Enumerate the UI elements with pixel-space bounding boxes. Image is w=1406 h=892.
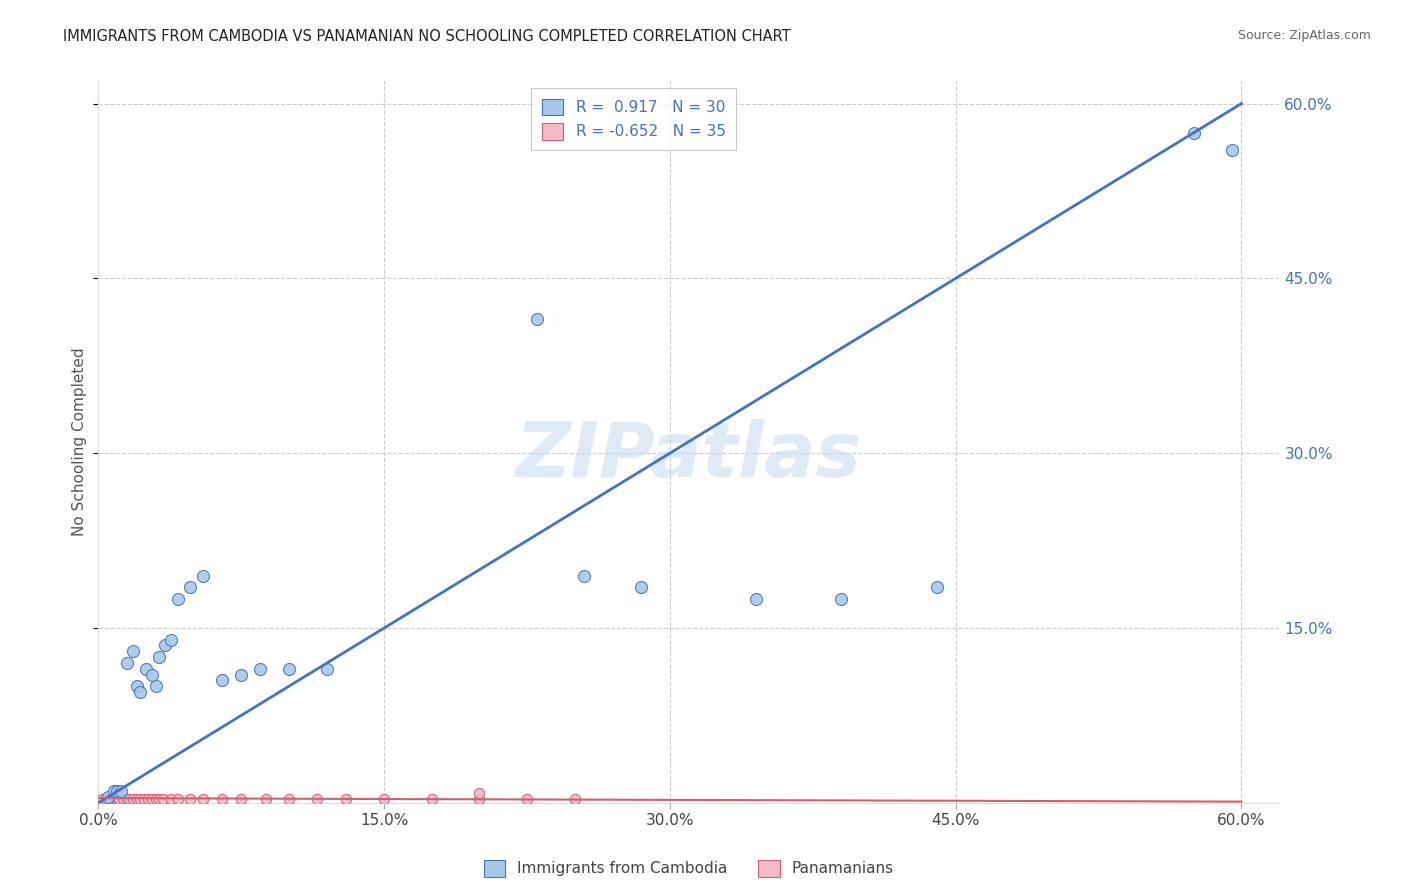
Point: [373, 792, 395, 806]
Point: [107, 792, 129, 806]
Point: [118, 792, 141, 806]
Point: [231, 667, 253, 681]
Point: [1182, 126, 1205, 140]
Point: [94, 792, 117, 806]
Text: Source: ZipAtlas.com: Source: ZipAtlas.com: [1237, 29, 1371, 42]
Point: [103, 791, 125, 805]
Point: [249, 662, 271, 676]
Point: [830, 591, 852, 606]
Point: [125, 679, 148, 693]
Point: [129, 685, 152, 699]
Point: [108, 792, 131, 806]
Point: [136, 792, 159, 806]
Point: [115, 792, 138, 806]
Point: [277, 662, 299, 676]
Point: [159, 792, 181, 806]
Text: IMMIGRANTS FROM CAMBODIA VS PANAMANIAN NO SCHOOLING COMPLETED CORRELATION CHART: IMMIGRANTS FROM CAMBODIA VS PANAMANIAN N…: [63, 29, 792, 44]
Point: [630, 580, 652, 594]
Point: [115, 656, 138, 670]
Point: [91, 792, 114, 806]
Point: [231, 792, 253, 806]
Point: [179, 580, 201, 594]
Point: [526, 312, 548, 326]
Point: [152, 792, 174, 806]
Point: [167, 591, 190, 606]
Point: [134, 792, 156, 806]
Point: [335, 792, 357, 806]
Point: [167, 792, 190, 806]
Point: [277, 792, 299, 806]
Point: [254, 792, 277, 806]
Point: [516, 792, 538, 806]
Point: [159, 632, 181, 647]
Y-axis label: No Schooling Completed: No Schooling Completed: [72, 347, 87, 536]
Point: [148, 792, 170, 806]
Point: [148, 650, 170, 665]
Point: [193, 792, 215, 806]
Point: [193, 568, 215, 582]
Point: [564, 792, 586, 806]
Point: [420, 792, 443, 806]
Point: [141, 792, 163, 806]
Point: [145, 792, 167, 806]
Point: [110, 784, 132, 798]
Point: [211, 673, 233, 688]
Point: [141, 667, 163, 681]
Point: [145, 679, 167, 693]
Point: [121, 644, 143, 658]
Point: [307, 792, 329, 806]
Point: [107, 784, 129, 798]
Legend: Immigrants from Cambodia, Panamanians: Immigrants from Cambodia, Panamanians: [478, 854, 900, 883]
Point: [100, 792, 122, 806]
Point: [572, 568, 595, 582]
Point: [744, 591, 766, 606]
Point: [98, 792, 121, 806]
Point: [135, 662, 157, 676]
Text: ZIPatlas: ZIPatlas: [516, 419, 862, 493]
Point: [125, 792, 148, 806]
Point: [112, 792, 135, 806]
Point: [129, 792, 152, 806]
Point: [153, 639, 176, 653]
Point: [211, 792, 233, 806]
Point: [179, 792, 201, 806]
Point: [1220, 143, 1243, 157]
Point: [97, 789, 120, 804]
Point: [468, 792, 491, 806]
Point: [316, 662, 339, 676]
Point: [468, 787, 491, 801]
Point: [121, 792, 143, 806]
Point: [925, 580, 948, 594]
Point: [103, 784, 125, 798]
